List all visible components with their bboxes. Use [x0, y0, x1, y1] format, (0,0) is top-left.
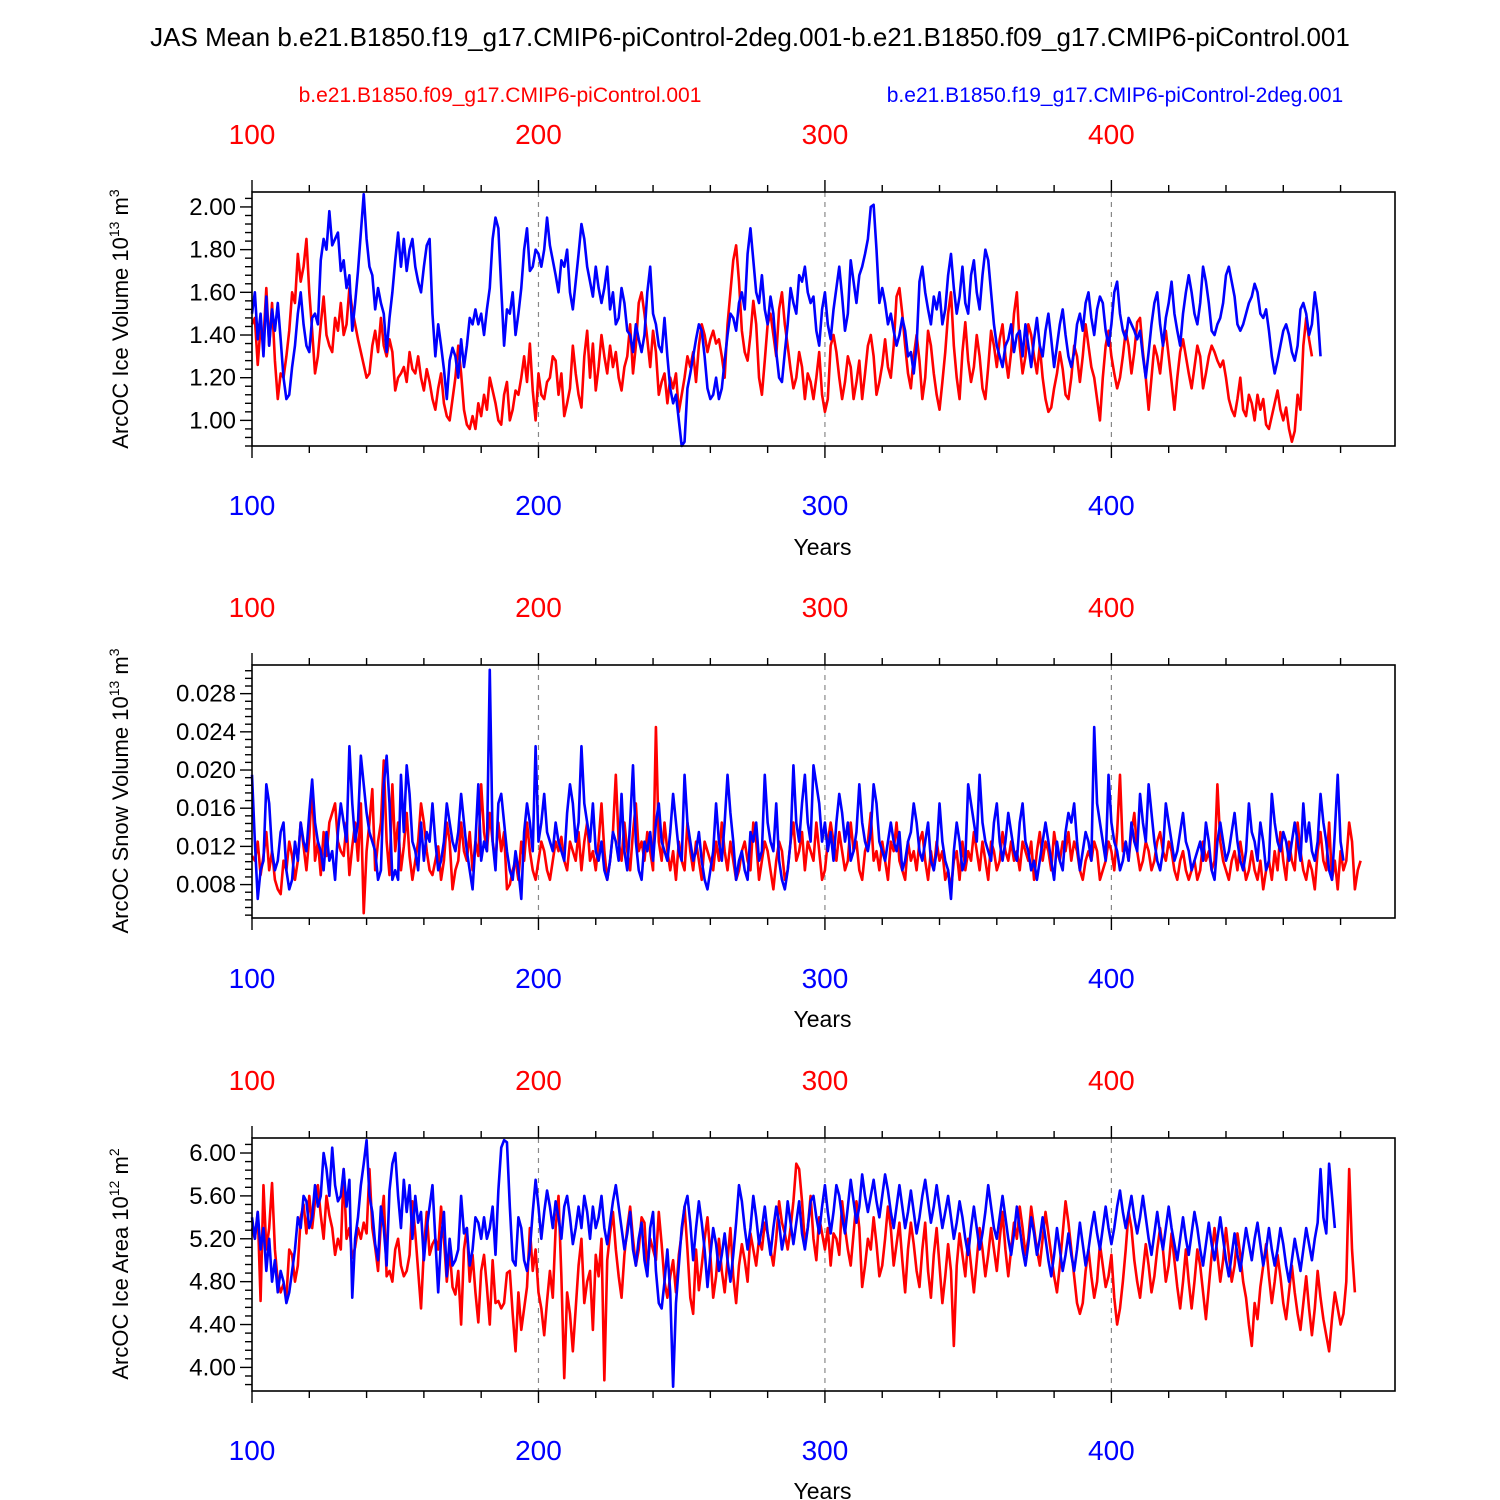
- x-tick-label-top: 100: [229, 119, 276, 150]
- legend-blue-label: b.e21.B1850.f19_g17.CMIP6-piControl-2deg…: [887, 84, 1343, 107]
- y-tick-label: 4.40: [189, 1312, 236, 1339]
- x-tick-label-bottom: 300: [802, 1435, 849, 1466]
- plot-frame: [251, 191, 1396, 447]
- x-axis-label: Years: [794, 1006, 852, 1032]
- x-tick-label-top: 400: [1088, 119, 1135, 150]
- x-tick-label-top: 300: [802, 592, 849, 623]
- y-tick-label: 5.20: [189, 1226, 236, 1253]
- x-tick-label-bottom: 300: [802, 963, 849, 994]
- x-tick-label-top: 400: [1088, 1065, 1135, 1096]
- y-tick-label: 2.00: [189, 194, 236, 221]
- panel-3: 4.00 4.40 4.80 5.20 5.60 6.00 100 100 200 200 300 3…: [106, 1065, 1396, 1500]
- y-tick-label: 0.028: [176, 681, 236, 708]
- plot-frame: [251, 664, 1396, 919]
- y-tick-label: 1.20: [189, 365, 236, 392]
- x-tick-label-top: 100: [229, 1065, 276, 1096]
- x-tick-label-bottom: 200: [515, 1435, 562, 1466]
- x-tick-label-bottom: 400: [1088, 963, 1135, 994]
- y-tick-label: 6.00: [189, 1140, 236, 1167]
- y-tick-label: 5.60: [189, 1183, 236, 1210]
- panel-2: 0.008 0.012 0.016 0.020 0.024 0.028 100 100 200 2…: [106, 592, 1396, 1032]
- y-tick-label: 1.80: [189, 237, 236, 264]
- y-tick-label: 4.80: [189, 1269, 236, 1296]
- series-line-blue: [250, 668, 1345, 901]
- y-axis-label: ArcOC Ice Area 1012 m2: [106, 1148, 133, 1379]
- x-tick-label-top: 300: [802, 1065, 849, 1096]
- x-tick-label-top: 200: [515, 592, 562, 623]
- x-tick-label-bottom: 400: [1088, 490, 1135, 521]
- x-tick-label-bottom: 300: [802, 490, 849, 521]
- x-tick-label-top: 400: [1088, 592, 1135, 623]
- x-tick-label-bottom: 100: [229, 963, 276, 994]
- series-line-blue: [250, 192, 1322, 448]
- y-axis-label: ArcOC Snow Volume 1013 m3: [106, 648, 133, 933]
- x-tick-label-top: 300: [802, 119, 849, 150]
- x-tick-label-bottom: 200: [515, 490, 562, 521]
- y-tick-label: 0.024: [176, 719, 236, 746]
- y-tick-label: 1.60: [189, 279, 236, 306]
- figure-title: JAS Mean b.e21.B1850.f19_g17.CMIP6-piCon…: [150, 22, 1350, 52]
- x-tick-label-bottom: 100: [229, 1435, 276, 1466]
- y-tick-label: 0.012: [176, 833, 236, 860]
- x-tick-label-top: 100: [229, 592, 276, 623]
- y-tick-label: 0.016: [176, 795, 236, 822]
- x-axis-label: Years: [794, 1478, 852, 1500]
- y-tick-label: 0.020: [176, 757, 236, 784]
- x-tick-label-top: 200: [515, 119, 562, 150]
- x-axis-label: Years: [794, 534, 852, 560]
- y-tick-label: 1.00: [189, 407, 236, 434]
- series-line-red: [250, 1162, 1357, 1382]
- x-tick-label-top: 200: [515, 1065, 562, 1096]
- y-tick-label: 4.00: [189, 1354, 236, 1381]
- series-line-blue: [250, 1138, 1337, 1389]
- series-line-red: [250, 237, 1314, 444]
- x-tick-label-bottom: 200: [515, 963, 562, 994]
- x-tick-label-bottom: 400: [1088, 1435, 1135, 1466]
- y-axis-label: ArcOC Ice Volume 1013 m3: [106, 189, 133, 449]
- x-tick-label-bottom: 100: [229, 490, 276, 521]
- panel-1: 1.00 1.20 1.40 1.60 1.80 2.00 100 100 200 200 300 3…: [106, 119, 1396, 560]
- y-tick-label: 0.008: [176, 872, 236, 899]
- legend-red-label: b.e21.B1850.f09_g17.CMIP6-piControl.001: [299, 84, 702, 107]
- y-tick-label: 1.40: [189, 322, 236, 349]
